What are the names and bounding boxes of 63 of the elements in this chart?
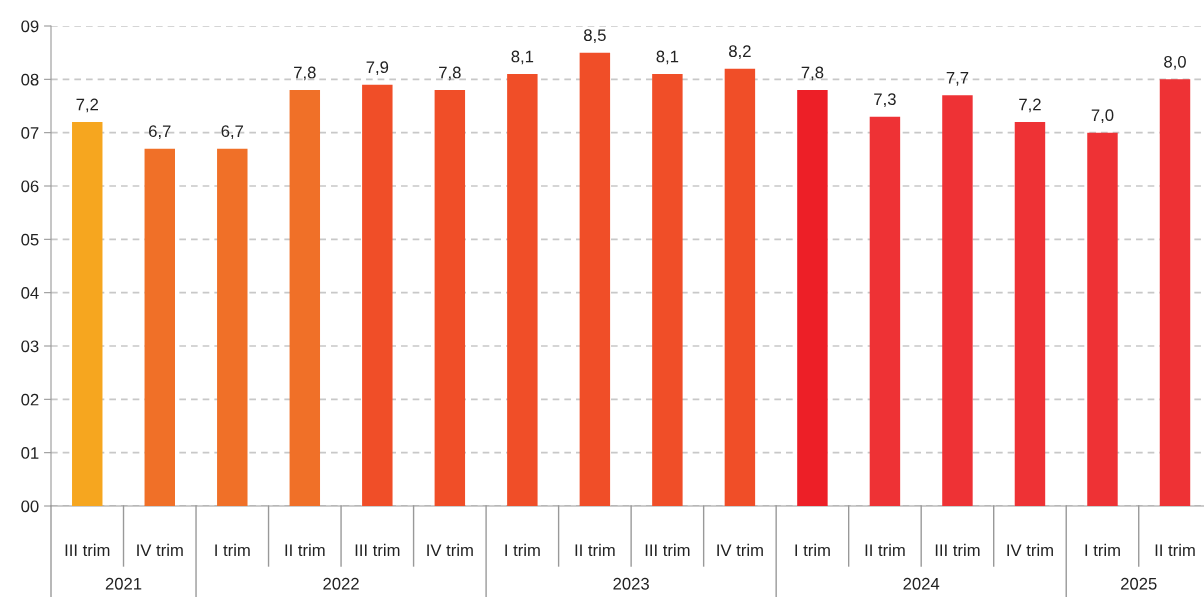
data-label: 7,2 — [1019, 98, 1041, 113]
data-label: 7,2 — [76, 98, 99, 113]
x-tick-label: III trim — [935, 543, 980, 557]
data-label: 7,9 — [366, 61, 389, 76]
bar — [942, 95, 973, 506]
x-tick-label: III trim — [65, 543, 110, 557]
x-tick-label: I trim — [1085, 543, 1120, 557]
x-tick-label: II trim — [865, 543, 905, 557]
bar — [724, 68, 756, 506]
x-tick-label: IV trim — [427, 543, 473, 557]
data-label: 7,8 — [294, 66, 316, 81]
text: 2025 — [1121, 577, 1157, 590]
x-tick-label: II trim — [575, 543, 615, 557]
data-label: 7,8 — [439, 66, 461, 81]
data-label: 7,3 — [874, 93, 896, 108]
bar — [144, 148, 175, 506]
data-label: 8,0 — [1164, 55, 1186, 70]
x-tick-label: I trim — [505, 543, 540, 557]
data-label: 8,2 — [729, 45, 751, 60]
y-tick-label: 05 — [21, 233, 39, 246]
text: 2021 — [105, 577, 142, 590]
y-tick-label: 08 — [21, 73, 39, 86]
bar — [217, 148, 248, 506]
data-label: 8,5 — [584, 29, 606, 44]
data-label: 8,1 — [656, 50, 679, 65]
bar — [1159, 79, 1191, 506]
x-tick-label: IV trim — [137, 543, 183, 557]
bar — [652, 74, 683, 506]
data-label: 6,7 — [221, 125, 244, 140]
text: 2023 — [613, 577, 649, 590]
y-tick-label: 01 — [21, 447, 39, 459]
data-label: 6,7 — [149, 125, 171, 140]
x-tick-label: IV trim — [1007, 543, 1053, 557]
x-tick-label: II trim — [285, 543, 325, 557]
data-label: 7,0 — [1091, 109, 1114, 124]
bar — [434, 90, 466, 506]
x-tick-label: I trim — [215, 543, 250, 557]
x-tick-label: IV trim — [717, 543, 763, 557]
bar — [362, 84, 393, 506]
data-label: 7,8 — [801, 66, 824, 81]
x-tick-label: I trim — [795, 543, 830, 557]
data-label: 8,1 — [511, 50, 534, 65]
data-label: 7,7 — [946, 72, 969, 86]
text: 2024 — [903, 577, 940, 590]
x-tick-label: III trim — [355, 543, 400, 557]
x-tick-label: III trim — [645, 543, 690, 557]
y-tick-label: 04 — [21, 287, 39, 299]
bar — [1087, 132, 1118, 506]
bar — [797, 90, 828, 506]
bar — [507, 74, 538, 506]
bar — [72, 122, 103, 506]
y-tick-label: 03 — [21, 340, 39, 353]
y-tick-label: 07 — [21, 127, 39, 139]
y-tick-label: 00 — [21, 500, 39, 513]
bar — [579, 52, 611, 506]
bar — [869, 116, 901, 506]
text: 2022 — [323, 577, 359, 590]
bar — [1014, 122, 1046, 506]
bar — [289, 90, 321, 506]
x-tick-label: II trim — [1155, 543, 1195, 557]
y-tick-label: 02 — [21, 393, 39, 406]
y-tick-label: 06 — [21, 180, 39, 193]
y-tick-label: 09 — [21, 20, 39, 33]
